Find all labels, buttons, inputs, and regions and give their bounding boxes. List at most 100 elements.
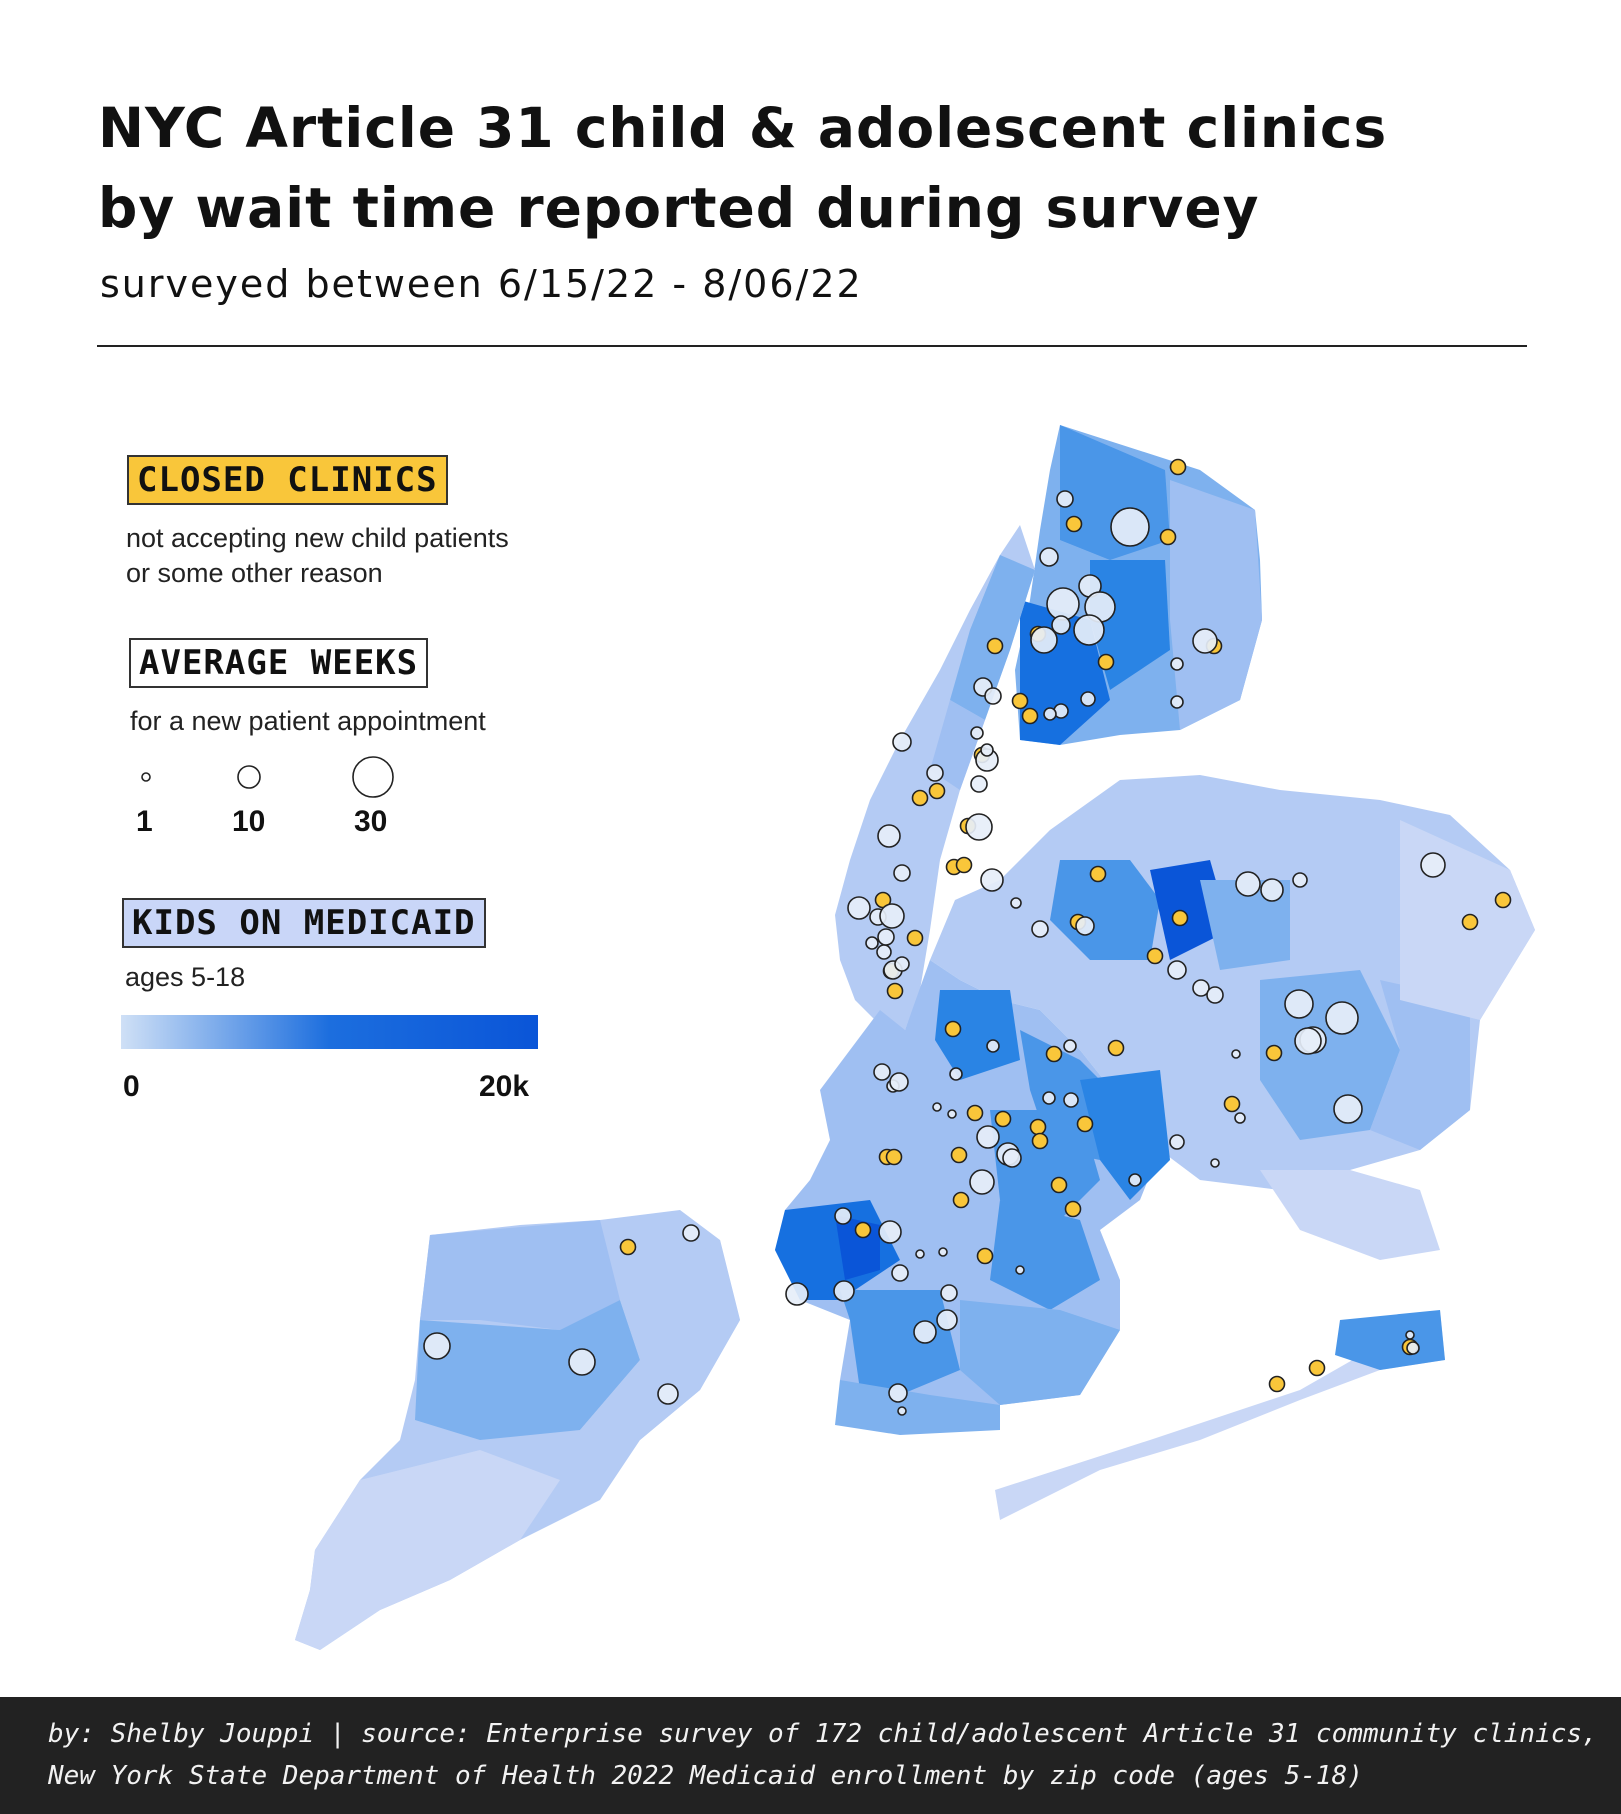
wait-time-circle xyxy=(1030,626,1058,654)
closed-clinic-dot xyxy=(994,1110,1012,1128)
wait-time-circle xyxy=(1002,1148,1022,1168)
wait-time-circle xyxy=(938,1247,948,1257)
closed-clinics-tag: CLOSED CLINICS xyxy=(127,455,448,505)
wait-time-circle xyxy=(893,864,911,882)
wait-time-circle xyxy=(873,1063,891,1081)
closed-clinic-dot xyxy=(885,1148,903,1166)
wait-time-circle xyxy=(1075,916,1095,936)
wait-time-circles xyxy=(423,490,1446,1416)
wait-time-circle xyxy=(897,1406,907,1416)
wait-time-circle xyxy=(834,1207,852,1225)
wait-time-circle xyxy=(1169,1134,1185,1150)
closed-clinic-dot xyxy=(1045,1045,1063,1063)
footer-credits: by: Shelby Jouppi | source: Enterprise s… xyxy=(0,1697,1621,1814)
footer-line-2: New York State Department of Health 2022… xyxy=(48,1761,1363,1791)
rockaway-east xyxy=(1335,1310,1445,1370)
wait-time-circle xyxy=(1325,1001,1359,1035)
wait-time-circle xyxy=(1056,490,1074,508)
wait-time-circle xyxy=(423,1332,451,1360)
closed-clinic-dot xyxy=(886,982,904,1000)
wait-time-circle xyxy=(926,764,944,782)
wait-time-circle xyxy=(976,1125,1000,1149)
page-title: NYC Article 31 child & adolescent clinic… xyxy=(98,88,1498,248)
wait-time-circle xyxy=(1063,1039,1077,1053)
wait-time-circle xyxy=(847,896,871,920)
wait-time-circle xyxy=(1235,871,1261,897)
staten-island-east xyxy=(580,1240,740,1440)
closed-clinic-dot xyxy=(1308,1359,1326,1377)
wait-time-circle xyxy=(1015,1265,1025,1275)
queens-north xyxy=(1050,860,1160,960)
wait-time-circle xyxy=(940,1284,958,1302)
closed-clinic-dot xyxy=(950,1146,968,1164)
brooklyn-coney-island xyxy=(835,1380,1000,1435)
closed-clinic-dot xyxy=(1171,909,1189,927)
wait-time-circle xyxy=(970,726,984,740)
legend-size-label-1: 1 xyxy=(136,805,153,838)
closed-clinic-dot xyxy=(1064,1200,1082,1218)
wait-time-circle xyxy=(1231,1049,1241,1059)
bronx-east xyxy=(1170,480,1262,730)
closed-clinic-dot xyxy=(1159,528,1177,546)
wait-time-circle xyxy=(1031,920,1049,938)
brooklyn-crown-heights xyxy=(990,1110,1100,1220)
closed-clinic-dot xyxy=(1268,1375,1286,1393)
legend-size-label-10: 10 xyxy=(232,805,266,838)
wait-time-circle xyxy=(891,1264,909,1282)
closed-clinic-dot xyxy=(1029,1118,1047,1136)
subtitle: surveyed between 6/15/22 - 8/06/22 xyxy=(100,262,863,306)
wait-time-circle xyxy=(1192,628,1218,654)
manhattan-harlem xyxy=(950,555,1035,720)
wait-time-circle xyxy=(833,1280,855,1302)
wait-time-circle xyxy=(1051,615,1071,635)
wait-time-circle xyxy=(980,868,1004,892)
wait-time-circle xyxy=(1170,695,1184,709)
closed-clinic-dot xyxy=(955,856,973,874)
wait-time-circle xyxy=(1284,989,1314,1019)
nyc-map xyxy=(141,425,1535,1650)
wait-time-circle xyxy=(970,775,988,793)
closed-desc-line-1: not accepting new child patients xyxy=(126,523,509,553)
scale-max-label: 20k xyxy=(479,1070,530,1103)
closed-clinic-dot xyxy=(986,637,1004,655)
title-line-2: by wait time reported during survey xyxy=(98,176,1260,240)
closed-clinic-dot xyxy=(928,782,946,800)
wait-time-circle xyxy=(1043,707,1057,721)
wait-time-circle xyxy=(1234,1112,1246,1124)
average-weeks-tag: AVERAGE WEEKS xyxy=(129,638,429,688)
legend-circle-10-weeks xyxy=(237,765,261,789)
wait-time-circle xyxy=(1192,979,1210,997)
wait-time-circle xyxy=(568,1348,596,1376)
wait-time-circle xyxy=(1333,1094,1363,1124)
wait-time-circle xyxy=(877,928,895,946)
wait-time-circle xyxy=(657,1383,679,1405)
legend-circle-1-week xyxy=(141,772,151,782)
wait-time-circle xyxy=(879,903,905,929)
closed-clinic-dot xyxy=(854,1221,872,1239)
medicaid-color-scale xyxy=(121,1015,538,1049)
closed-clinic-dot xyxy=(1031,1132,1049,1150)
wait-time-circle xyxy=(1420,852,1446,878)
wait-time-circle xyxy=(984,687,1002,705)
wait-time-circle xyxy=(969,1169,995,1195)
footer-line-1: by: Shelby Jouppi | source: Enterprise s… xyxy=(48,1719,1598,1749)
wait-time-circle xyxy=(878,1220,902,1244)
wait-time-circle xyxy=(1170,657,1184,671)
wait-time-circle xyxy=(1063,1092,1079,1108)
closed-clinic-dot xyxy=(1065,515,1083,533)
wait-time-circle xyxy=(785,1282,809,1306)
wait-time-circle xyxy=(1046,587,1080,621)
closed-clinic-dot xyxy=(1223,1095,1241,1113)
wait-time-circle xyxy=(892,732,912,752)
wait-time-circle xyxy=(980,743,994,757)
brooklyn-east-ny xyxy=(1080,1070,1170,1200)
wait-time-circle xyxy=(1294,1027,1322,1055)
queens-jfk xyxy=(1260,1170,1440,1260)
title-divider xyxy=(97,345,1527,347)
wait-time-circle xyxy=(986,1039,1000,1053)
closed-clinic-dot xyxy=(1097,653,1115,671)
wait-time-circle xyxy=(913,1320,937,1344)
wait-time-circle xyxy=(877,824,901,848)
closed-clinic-dot xyxy=(976,1247,994,1265)
closed-clinic-dot xyxy=(1461,913,1479,931)
